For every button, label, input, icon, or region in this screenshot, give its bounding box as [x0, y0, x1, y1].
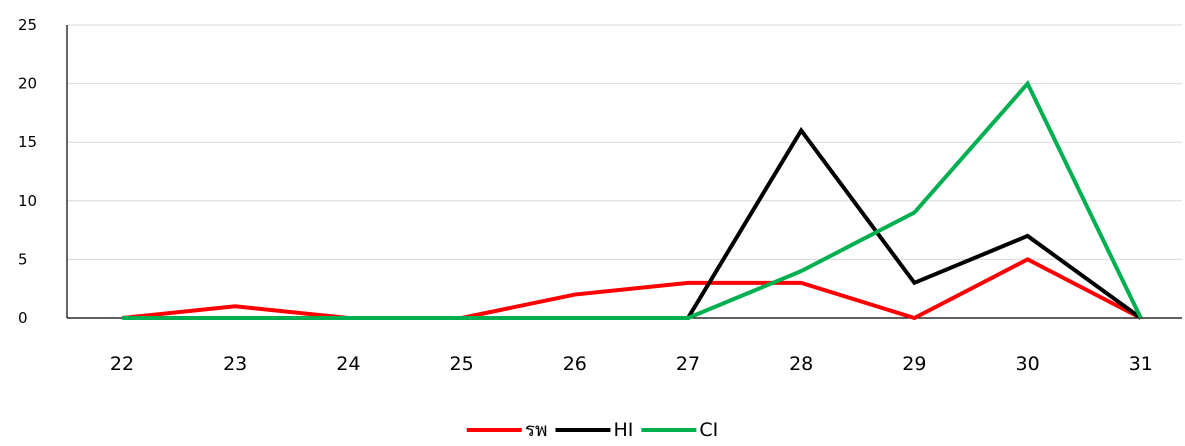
x-tick-label: 30 [1016, 353, 1040, 375]
legend: รพ HI CI [466, 419, 718, 441]
x-tick-label: 31 [1129, 353, 1153, 375]
y-tick-label: 5 [18, 250, 28, 268]
y-tick-labels: 0 5 10 15 20 25 [18, 16, 37, 327]
gridlines [67, 24, 1182, 260]
x-tick-label: 26 [563, 353, 587, 375]
series-line-2 [122, 80, 1143, 320]
x-tick-label: 27 [676, 353, 700, 375]
y-tick-label: 25 [18, 16, 37, 34]
x-tick-label: 23 [223, 353, 247, 375]
x-tick-label: 25 [450, 353, 474, 375]
y-tick-label: 0 [18, 309, 28, 327]
axes [66, 25, 1182, 319]
legend-label-0: รพ [525, 419, 548, 441]
legend-label-1: HI [613, 419, 633, 441]
x-tick-labels: 22 23 24 25 26 27 28 29 30 31 [110, 353, 1153, 375]
x-tick-label: 22 [110, 353, 134, 375]
x-tick-label: 29 [902, 353, 926, 375]
y-tick-label: 10 [18, 192, 37, 210]
x-tick-label: 28 [789, 353, 813, 375]
series-lines [121, 80, 1143, 321]
x-tick-label: 24 [336, 353, 360, 375]
y-tick-label: 15 [18, 133, 37, 151]
y-tick-label: 20 [18, 75, 37, 93]
series-line-0 [121, 257, 1142, 321]
legend-label-2: CI [699, 419, 718, 441]
